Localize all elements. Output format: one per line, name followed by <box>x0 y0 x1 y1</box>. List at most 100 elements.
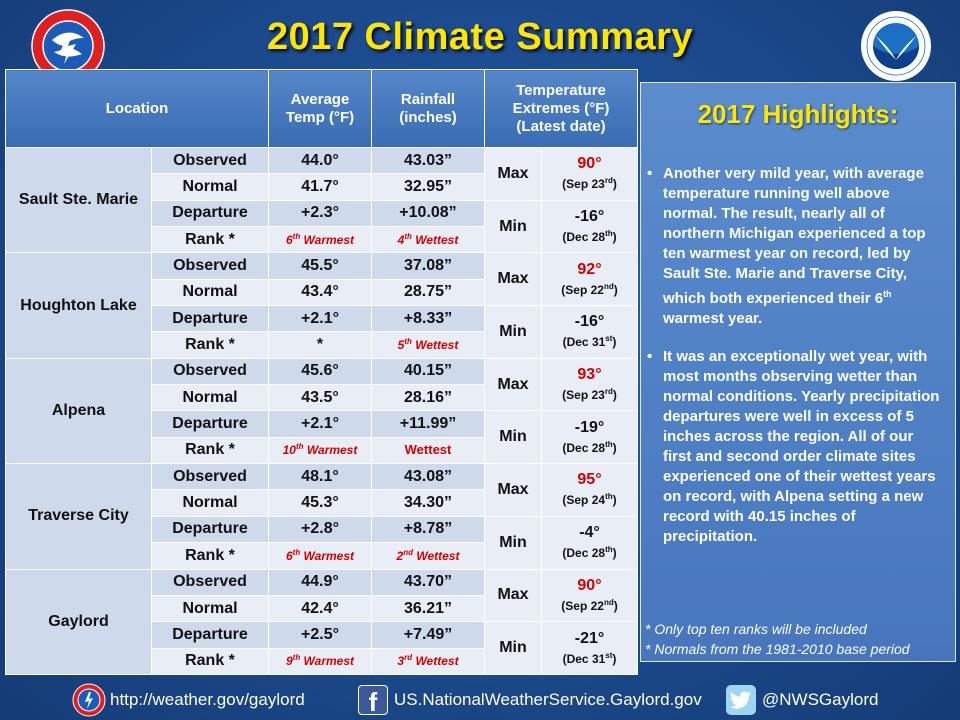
min-extreme: -16° (Dec 28th) <box>540 199 639 254</box>
rain-value: 43.03” <box>371 146 485 175</box>
table-row: Normal 41.7° 32.95” <box>6 173 638 201</box>
footnote-normals: * Normals from the 1981-2010 base period <box>645 641 910 657</box>
max-label: Max <box>484 252 542 307</box>
header-average-temp: Average Temp (°F) <box>268 69 372 148</box>
nws-logo <box>31 9 105 83</box>
temp-value: 45.5° <box>268 252 372 280</box>
rain-rank: Wettest <box>371 436 485 465</box>
rain-value: +11.99” <box>371 410 485 438</box>
min-extreme: -21° (Dec 31st) <box>540 621 639 675</box>
header-location: Location <box>5 69 269 148</box>
row-label: Observed <box>151 568 269 596</box>
temp-rank: 10th Warmest <box>268 436 372 465</box>
rain-rank: 5th Wettest <box>371 331 485 359</box>
temp-value: +2.5° <box>268 621 372 649</box>
table-row: Houghton Lake Observed 45.5° 37.08” Max 92° (S… <box>5 252 639 359</box>
footer-facebook[interactable]: f US.NationalWeatherService.Gaylord.gov <box>358 684 702 717</box>
table-row: Rank * 6th Warmest 4th Wettest <box>6 226 638 254</box>
table-row: Sault Ste. Marie Observed 44.0° 43.03” Max 90… <box>5 146 639 254</box>
table-row: Rank * 9th Warmest 3rd Wettest <box>6 647 638 676</box>
max-extreme: 90° (Sep 23rd) <box>540 147 639 201</box>
location-name: Sault Ste. Marie <box>5 146 152 254</box>
row-label: Rank * <box>151 647 269 676</box>
website-link[interactable]: http://weather.gov/gaylord <box>110 690 305 709</box>
row-label: Departure <box>151 305 269 333</box>
footer-website[interactable]: http://weather.gov/gaylord <box>72 683 305 717</box>
temp-value: 42.4° <box>268 594 372 623</box>
max-extreme: 95° (Sep 24th) <box>540 463 639 517</box>
rain-value: +8.78” <box>371 515 485 544</box>
min-label: Min <box>484 199 542 254</box>
row-label: Departure <box>151 515 269 544</box>
row-label: Normal <box>151 173 269 201</box>
rain-value: 43.08” <box>371 463 485 491</box>
table-row: Departure +2.1° +8.33” Min -16° (Dec 31st) <box>6 305 639 359</box>
rain-value: 34.30” <box>371 489 485 517</box>
row-label: Normal <box>151 489 269 517</box>
table-row: Alpena Observed 45.6° 40.15” Max 93° (Sep 23rd… <box>5 357 639 465</box>
highlights-title: 2017 Highlights: <box>697 99 899 129</box>
temp-value: +2.1° <box>268 410 372 438</box>
table-row: Departure +2.5° +7.49” Min -21° (Dec 31st) <box>6 621 639 675</box>
max-label: Max <box>484 463 542 517</box>
climate-summary-table: Location Average Temp (°F) Rainfall (inc… <box>5 69 639 676</box>
max-label: Max <box>484 568 542 623</box>
row-label: Rank * <box>151 226 269 254</box>
table-row: Rank * 10th Warmest Wettest <box>6 436 638 465</box>
table-row: Departure +2.3° +10.08” Min -16° (Dec 28th) <box>6 199 639 254</box>
highlights-panel: 2017 Highlights: Another very mild year,… <box>640 82 956 662</box>
temp-rank: * <box>268 331 372 359</box>
nws-small-logo-icon <box>72 683 106 717</box>
highlight-precipitation: It was an exceptionally wet year, with m… <box>645 347 945 547</box>
noaa-logo <box>861 11 931 81</box>
row-label: Observed <box>151 146 269 175</box>
min-extreme: -19° (Dec 28th) <box>540 410 639 465</box>
temp-rank: 6th Warmest <box>268 542 372 570</box>
min-label: Min <box>484 515 542 570</box>
rain-value: +10.08” <box>371 199 485 228</box>
rain-rank: 3rd Wettest <box>371 647 485 676</box>
rain-value: 37.08” <box>371 252 485 280</box>
table-row: Normal 45.3° 34.30” <box>6 489 638 517</box>
footnotes: * Only top ten ranks will be included * … <box>645 619 910 659</box>
min-label: Min <box>484 305 542 359</box>
temp-value: +2.8° <box>268 515 372 544</box>
rain-value: +8.33” <box>371 305 485 333</box>
temp-rank: 6th Warmest <box>268 226 372 254</box>
row-label: Normal <box>151 384 269 412</box>
location-name: Traverse City <box>5 463 152 570</box>
rain-value: 36.21” <box>371 594 485 623</box>
max-extreme: 93° (Sep 23rd) <box>540 357 639 412</box>
max-extreme: 90° (Sep 22nd) <box>540 568 639 623</box>
row-label: Normal <box>151 278 269 307</box>
rain-value: 32.95” <box>371 173 485 201</box>
rain-value: 40.15” <box>371 357 485 386</box>
footer-twitter[interactable]: @NWSGaylord <box>726 684 878 716</box>
header-rainfall: Rainfall (inches) <box>371 69 485 148</box>
rain-value: +7.49” <box>371 621 485 649</box>
row-label: Observed <box>151 252 269 280</box>
rain-value: 43.70” <box>371 568 485 596</box>
rain-value: 28.75” <box>371 278 485 307</box>
facebook-link[interactable]: US.NationalWeatherService.Gaylord.gov <box>394 690 702 709</box>
page-title: 2017 Climate Summary <box>266 16 694 58</box>
table-row: Gaylord Observed 44.9° 43.70” Max 90° (Sep 22n… <box>5 568 639 675</box>
row-label: Rank * <box>151 436 269 465</box>
twitter-link[interactable]: @NWSGaylord <box>762 690 879 709</box>
table-row: Rank * * 5th Wettest <box>6 331 638 359</box>
location-name: Alpena <box>5 357 152 465</box>
min-label: Min <box>484 410 542 465</box>
temp-value: 45.3° <box>268 489 372 517</box>
location-name: Gaylord <box>5 568 152 675</box>
header-temperature-extremes: Temperature Extremes (°F) (Latest date) <box>483 69 639 148</box>
rain-rank: 4th Wettest <box>371 226 485 254</box>
row-label: Departure <box>151 199 269 228</box>
temp-value: +2.1° <box>268 305 372 333</box>
max-extreme: 92° (Sep 22nd) <box>540 252 639 307</box>
highlights-list: Another very mild year, with average tem… <box>645 164 945 547</box>
row-label: Departure <box>151 410 269 438</box>
temp-value: 44.0° <box>268 146 372 175</box>
row-label: Observed <box>151 357 269 386</box>
min-extreme: -16° (Dec 31st) <box>540 305 639 359</box>
row-label: Normal <box>151 594 269 623</box>
